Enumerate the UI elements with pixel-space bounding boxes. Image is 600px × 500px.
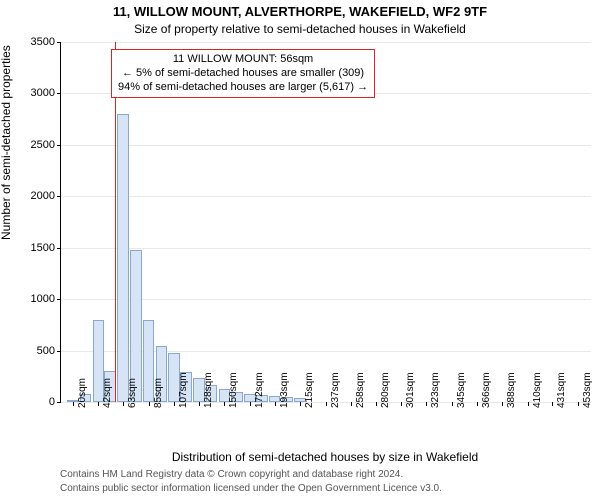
x-tick-label: 366sqm — [481, 372, 492, 408]
x-tick-label: 107sqm — [178, 372, 189, 408]
y-tick — [57, 351, 61, 352]
y-tick-label: 3000 — [19, 87, 55, 99]
x-tick-label: 345sqm — [456, 372, 467, 408]
subtitle: Size of property relative to semi-detach… — [0, 22, 600, 36]
x-tick-label: 63sqm — [127, 378, 138, 408]
y-tick — [57, 93, 61, 94]
x-tick — [477, 402, 478, 406]
x-tick-label: 431sqm — [556, 372, 567, 408]
x-tick — [376, 402, 377, 406]
annotation-line: ← 5% of semi-detached houses are smaller… — [118, 67, 368, 81]
x-tick-label: 172sqm — [254, 372, 265, 408]
bar — [117, 114, 129, 402]
x-tick-label: 128sqm — [203, 372, 214, 408]
y-tick-label: 1000 — [19, 293, 55, 305]
x-tick-label: 150sqm — [228, 372, 239, 408]
x-tick-label: 280sqm — [380, 372, 391, 408]
x-tick-label: 388sqm — [506, 372, 517, 408]
gridline — [61, 42, 591, 43]
annotation-line: 94% of semi-detached houses are larger (… — [118, 81, 368, 95]
x-tick-label: 42sqm — [102, 378, 113, 408]
x-tick — [326, 402, 327, 406]
x-tick — [351, 402, 352, 406]
x-tick-label: 410sqm — [532, 372, 543, 408]
x-axis-label: Distribution of semi-detached houses by … — [60, 450, 590, 464]
x-tick — [250, 402, 251, 406]
y-tick — [57, 299, 61, 300]
annotation-line: 11 WILLOW MOUNT: 56sqm — [118, 53, 368, 67]
x-tick-label: 237sqm — [330, 372, 341, 408]
x-tick — [300, 402, 301, 406]
y-axis-label: Number of semi-detached properties — [0, 45, 13, 240]
attribution-1: Contains HM Land Registry data © Crown c… — [60, 469, 403, 480]
gridline — [61, 196, 591, 197]
x-tick-label: 193sqm — [279, 372, 290, 408]
x-tick — [426, 402, 427, 406]
x-tick — [199, 402, 200, 406]
y-tick-label: 2000 — [19, 190, 55, 202]
y-tick — [57, 42, 61, 43]
x-tick — [401, 402, 402, 406]
y-tick — [57, 248, 61, 249]
plot-area: 050010001500200025003000350020sqm42sqm63… — [60, 42, 591, 403]
x-tick — [552, 402, 553, 406]
x-tick — [578, 402, 579, 406]
chart-container: 11, WILLOW MOUNT, ALVERTHORPE, WAKEFIELD… — [0, 0, 600, 500]
x-tick — [123, 402, 124, 406]
x-tick-label: 453sqm — [582, 372, 593, 408]
x-tick — [528, 402, 529, 406]
x-tick-label: 85sqm — [153, 378, 164, 408]
gridline — [61, 248, 591, 249]
gridline — [61, 145, 591, 146]
y-tick — [57, 196, 61, 197]
x-tick-label: 258sqm — [355, 372, 366, 408]
y-tick — [57, 402, 61, 403]
x-tick-label: 301sqm — [405, 372, 416, 408]
y-tick-label: 1500 — [19, 242, 55, 254]
y-tick-label: 0 — [19, 396, 55, 408]
x-tick — [174, 402, 175, 406]
x-tick-label: 323sqm — [430, 372, 441, 408]
x-tick-label: 20sqm — [77, 378, 88, 408]
annotation-box: 11 WILLOW MOUNT: 56sqm← 5% of semi-detac… — [111, 49, 375, 98]
x-tick — [452, 402, 453, 406]
y-tick-label: 3500 — [19, 36, 55, 48]
x-tick — [224, 402, 225, 406]
x-tick-label: 215sqm — [304, 372, 315, 408]
x-tick — [502, 402, 503, 406]
x-tick — [149, 402, 150, 406]
y-tick-label: 500 — [19, 345, 55, 357]
x-tick — [98, 402, 99, 406]
y-tick-label: 2500 — [19, 139, 55, 151]
y-tick — [57, 145, 61, 146]
title: 11, WILLOW MOUNT, ALVERTHORPE, WAKEFIELD… — [0, 4, 600, 19]
attribution-2: Contains public sector information licen… — [60, 483, 442, 494]
x-tick — [275, 402, 276, 406]
x-tick — [73, 402, 74, 406]
